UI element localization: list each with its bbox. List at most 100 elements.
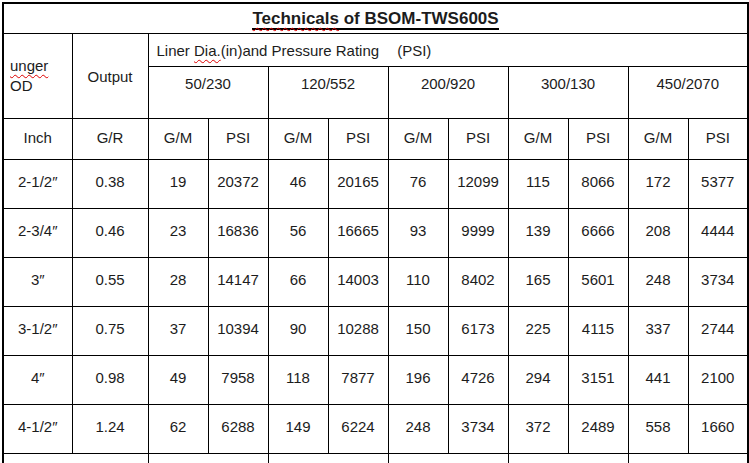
gm-cell: 62	[148, 405, 208, 454]
psi-cell: 3734	[448, 405, 508, 454]
output-header-cell: Output	[72, 34, 148, 119]
gm-cell: 56	[268, 209, 328, 258]
size-group-cell: 50/230	[148, 67, 268, 119]
gm-cell: 93	[388, 209, 448, 258]
hp-cell: 600HP	[268, 454, 388, 463]
psi-cell: 7958	[208, 356, 268, 405]
gm-cell: 118	[268, 356, 328, 405]
corner-line2: OD	[10, 77, 33, 94]
psi-cell: 10394	[208, 307, 268, 356]
corner-line1: unger	[10, 57, 48, 74]
corner-header-cell: unger OD	[3, 34, 72, 119]
gm-cell: 208	[628, 209, 688, 258]
gm-cell: 115	[508, 160, 568, 209]
unit-od: Inch	[3, 119, 72, 160]
unit-gm: G/M	[268, 119, 328, 160]
gm-cell: 19	[148, 160, 208, 209]
hp-cell: 600HP	[628, 454, 748, 463]
psi-cell: 4115	[568, 307, 628, 356]
psi-cell: 14003	[328, 258, 388, 307]
psi-cell: 6173	[448, 307, 508, 356]
psi-cell: 1660	[688, 405, 748, 454]
od-cell: 4″	[3, 356, 72, 405]
psi-cell: 7877	[328, 356, 388, 405]
psi-cell: 2100	[688, 356, 748, 405]
data-row: 3″ 0.55 28 14147 66 14003 110 8402 165 5…	[3, 258, 748, 307]
header-row-group: unger OD Output Liner Dia.(in)and Pressu…	[3, 34, 748, 67]
gm-cell: 294	[508, 356, 568, 405]
gm-cell: 46	[268, 160, 328, 209]
gm-cell: 23	[148, 209, 208, 258]
data-row: 3-1/2″ 0.75 37 10394 90 10288 150 6173 2…	[3, 307, 748, 356]
psi-cell: 5601	[568, 258, 628, 307]
od-cell: 3″	[3, 258, 72, 307]
output-cell: 0.75	[72, 307, 148, 356]
size-group-cell: 300/130	[508, 67, 628, 119]
psi-cell: 5377	[688, 160, 748, 209]
gm-cell: 558	[628, 405, 688, 454]
size-group-cell: 200/920	[388, 67, 508, 119]
psi-cell: 10288	[328, 307, 388, 356]
unit-output: G/R	[72, 119, 148, 160]
psi-cell: 6224	[328, 405, 388, 454]
gm-cell: 337	[628, 307, 688, 356]
psi-cell: 20372	[208, 160, 268, 209]
liner-p1: Liner	[157, 42, 195, 59]
output-cell: 0.46	[72, 209, 148, 258]
psi-cell: 8066	[568, 160, 628, 209]
psi-cell: 4444	[688, 209, 748, 258]
hp-cell: 600HP	[508, 454, 628, 463]
gm-cell: 372	[508, 405, 568, 454]
unit-gm: G/M	[388, 119, 448, 160]
liner-dia-header-cell: Liner Dia.(in)and Pressure Rating(PSI)	[148, 34, 748, 67]
psi-cell: 2744	[688, 307, 748, 356]
gm-cell: 248	[388, 405, 448, 454]
psi-cell: 8402	[448, 258, 508, 307]
size-group-cell: 450/2070	[628, 67, 748, 119]
psi-cell: 3734	[688, 258, 748, 307]
gm-cell: 28	[148, 258, 208, 307]
page-title: Technicals of BSOM-TWS600S	[252, 9, 498, 30]
gm-cell: 172	[628, 160, 688, 209]
data-row: 4″ 0.98 49 7958 118 7877 196 4726 294 31…	[3, 356, 748, 405]
hp-cell: 600HP	[388, 454, 508, 463]
gm-cell: 225	[508, 307, 568, 356]
psi-cell: 2489	[568, 405, 628, 454]
technicals-table: Technicals of BSOM-TWS600S unger OD Outp…	[2, 2, 749, 463]
gm-cell: 139	[508, 209, 568, 258]
psi-cell: 6288	[208, 405, 268, 454]
data-row: 2-1/2″ 0.38 19 20372 46 20165 76 12099 1…	[3, 160, 748, 209]
liner-p3: (in)and Pressure Rating	[221, 42, 379, 59]
gm-cell: 37	[148, 307, 208, 356]
unit-psi: PSI	[208, 119, 268, 160]
gm-cell: 76	[388, 160, 448, 209]
gm-cell: 66	[268, 258, 328, 307]
gm-cell: 90	[268, 307, 328, 356]
unit-gm: G/M	[628, 119, 688, 160]
hp-cell: 253HP	[148, 454, 268, 463]
unit-psi: PSI	[688, 119, 748, 160]
unit-gm: G/M	[508, 119, 568, 160]
title-rest: of BSOM-TWS600S	[339, 9, 499, 28]
psi-cell: 3151	[568, 356, 628, 405]
od-cell: 2-3/4″	[3, 209, 72, 258]
unit-psi: PSI	[328, 119, 388, 160]
data-row: 2-3/4″ 0.46 23 16836 56 16665 93 9999 13…	[3, 209, 748, 258]
unit-psi: PSI	[568, 119, 628, 160]
liner-psi: (PSI)	[397, 42, 431, 59]
gm-cell: 110	[388, 258, 448, 307]
psi-cell: 16665	[328, 209, 388, 258]
input-power-label: Input Power(ME=90%)	[3, 454, 148, 463]
output-cell: 0.38	[72, 160, 148, 209]
output-cell: 0.98	[72, 356, 148, 405]
size-group-cell: 120/552	[268, 67, 388, 119]
footer-row: Input Power(ME=90%) 253HP 600HP 600HP 60…	[3, 454, 748, 463]
data-row: 4-1/2″ 1.24 62 6288 149 6224 248 3734 37…	[3, 405, 748, 454]
gm-cell: 196	[388, 356, 448, 405]
psi-cell: 14147	[208, 258, 268, 307]
title-cell: Technicals of BSOM-TWS600S	[3, 3, 748, 34]
gm-cell: 248	[628, 258, 688, 307]
gm-cell: 441	[628, 356, 688, 405]
gm-cell: 149	[268, 405, 328, 454]
title-row: Technicals of BSOM-TWS600S	[3, 3, 748, 34]
